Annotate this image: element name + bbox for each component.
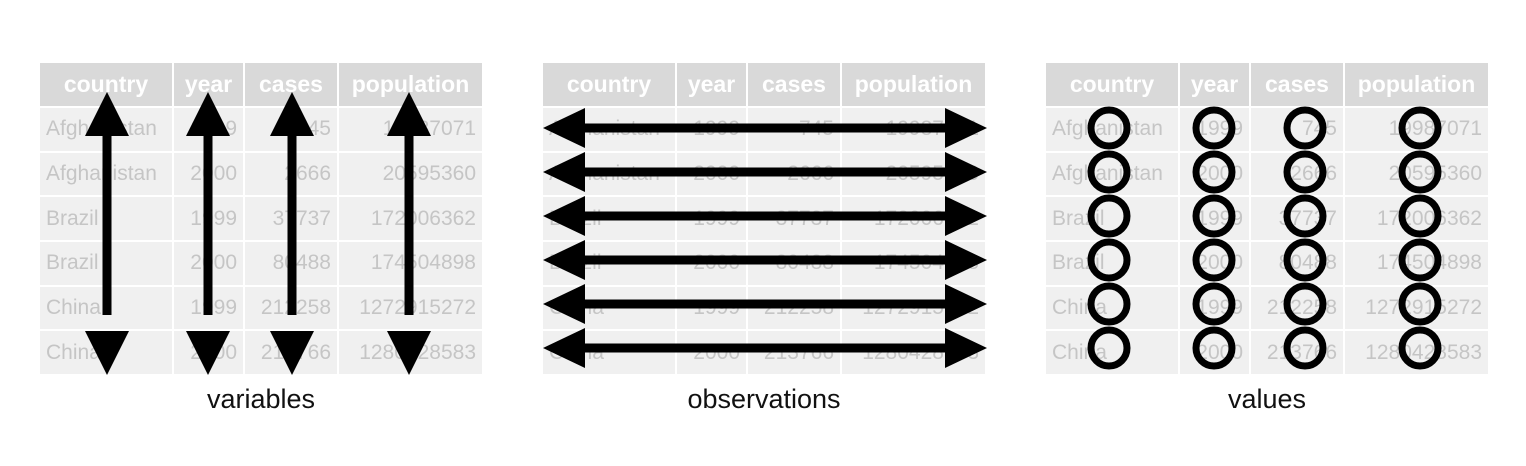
variables-overlay bbox=[85, 92, 431, 375]
value-circle bbox=[1283, 106, 1327, 150]
value-circle bbox=[1283, 282, 1327, 326]
observation-arrow bbox=[543, 240, 987, 280]
observation-arrow bbox=[543, 196, 987, 236]
observation-arrow bbox=[543, 284, 987, 324]
column-header-cases: cases bbox=[244, 63, 339, 107]
column-header-country: country bbox=[1046, 63, 1180, 107]
caption-values: values bbox=[1227, 384, 1307, 414]
column-header-country: country bbox=[543, 63, 677, 107]
table-cell: China bbox=[1046, 329, 1180, 374]
values-overlay bbox=[1087, 106, 1442, 370]
value-circle bbox=[1192, 150, 1236, 194]
table-cell: 174504898 bbox=[1344, 239, 1488, 286]
observations-overlay bbox=[543, 108, 987, 368]
caption-observations: observations bbox=[687, 384, 841, 414]
panel-values: country year cases population Afghanistan 199… bbox=[1046, 63, 1488, 374]
variable-arrow bbox=[85, 92, 129, 375]
value-circle bbox=[1192, 326, 1236, 370]
observation-arrow bbox=[543, 328, 987, 368]
panel-observations: countryyearcasespopulationAfghanistan199… bbox=[543, 63, 987, 374]
value-circle bbox=[1283, 326, 1327, 370]
value-circle bbox=[1398, 326, 1442, 370]
value-circle bbox=[1087, 282, 1131, 326]
column-header-cases: cases bbox=[747, 63, 842, 107]
value-circle bbox=[1398, 238, 1442, 282]
value-circle bbox=[1283, 150, 1327, 194]
value-circle bbox=[1087, 194, 1131, 238]
value-circle bbox=[1087, 106, 1131, 150]
caption-variables: variables bbox=[206, 384, 316, 414]
variable-arrow bbox=[387, 92, 431, 375]
value-circle bbox=[1087, 326, 1131, 370]
column-header-population: population bbox=[1344, 63, 1488, 107]
panel-variables: countryyearcasespopulationAfghanistan199… bbox=[40, 63, 482, 375]
value-circle bbox=[1283, 238, 1327, 282]
value-circle bbox=[1283, 194, 1327, 238]
value-circle bbox=[1398, 106, 1442, 150]
observation-arrow bbox=[543, 108, 987, 148]
table-cell: Brazil bbox=[1046, 239, 1180, 286]
column-header-population: population bbox=[338, 63, 482, 107]
value-circle bbox=[1398, 150, 1442, 194]
variable-arrow bbox=[186, 92, 230, 375]
column-header-cases: cases bbox=[1250, 63, 1345, 107]
column-header-year: year bbox=[1179, 63, 1251, 107]
value-circle bbox=[1192, 106, 1236, 150]
value-circle bbox=[1192, 238, 1236, 282]
value-circle bbox=[1087, 238, 1131, 282]
value-circle bbox=[1192, 282, 1236, 326]
value-circle bbox=[1398, 282, 1442, 326]
column-header-year: year bbox=[676, 63, 748, 107]
observation-arrow bbox=[543, 152, 987, 192]
variable-arrow bbox=[270, 92, 314, 375]
value-circle bbox=[1087, 150, 1131, 194]
value-circle bbox=[1398, 194, 1442, 238]
value-circle bbox=[1192, 194, 1236, 238]
column-header-population: population bbox=[841, 63, 985, 107]
